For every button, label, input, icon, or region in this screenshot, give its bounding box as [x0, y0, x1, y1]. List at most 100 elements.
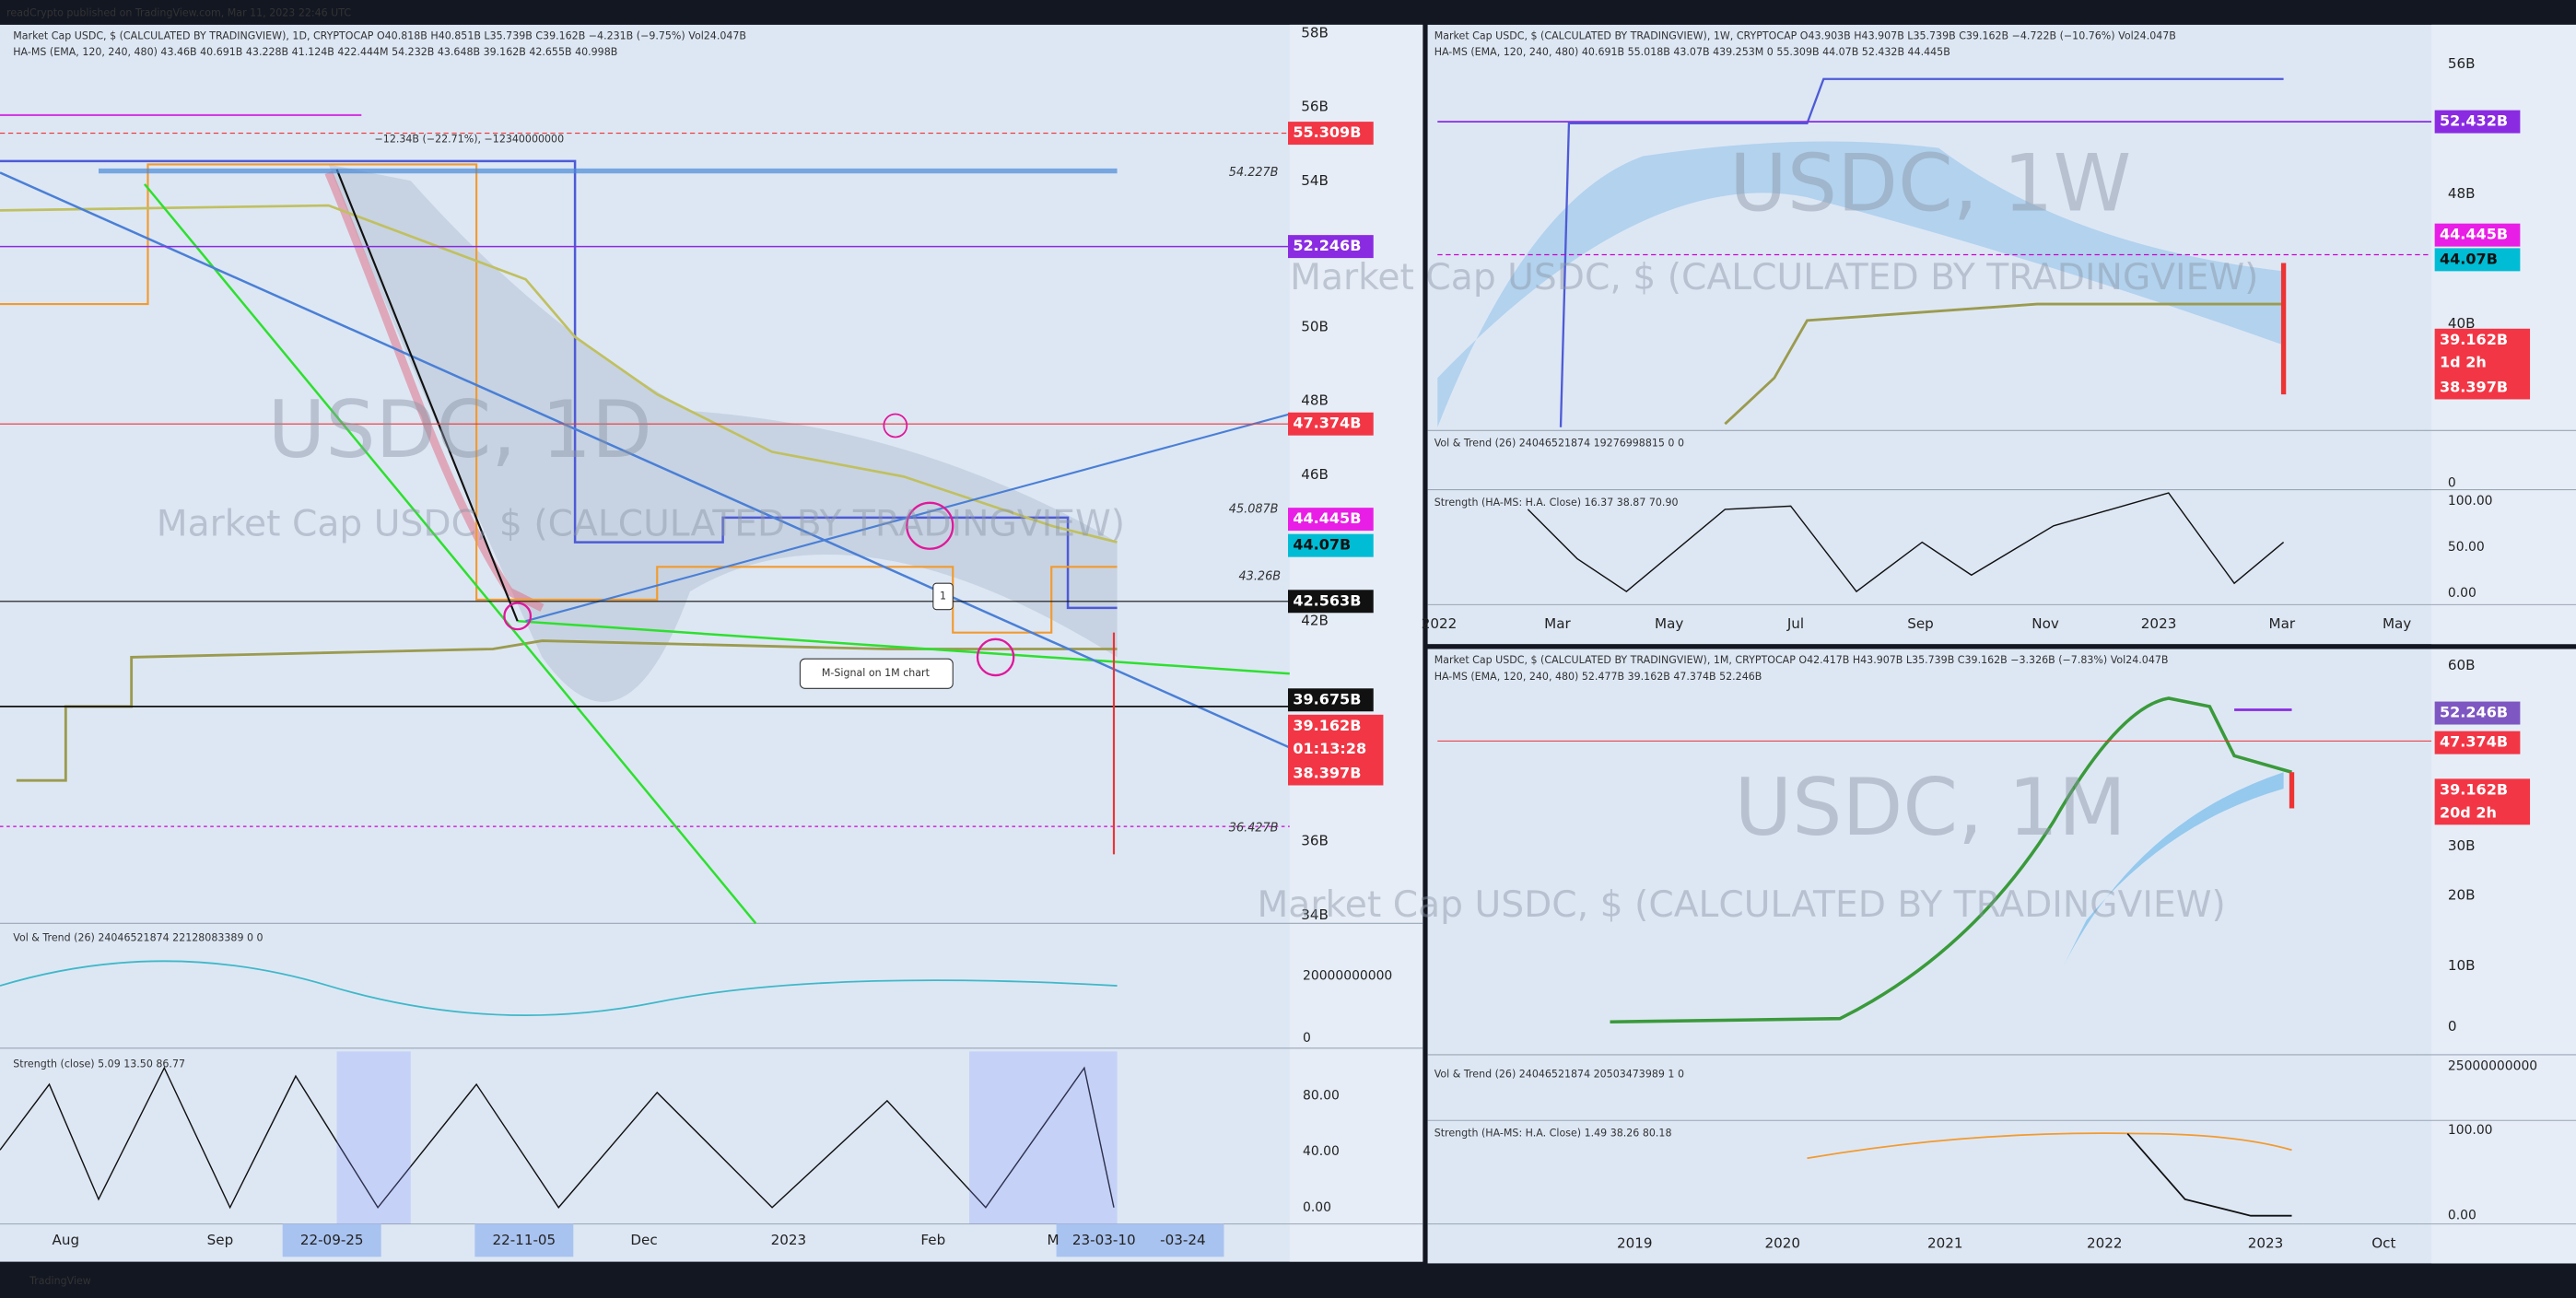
price-tag: 44.07B — [1293, 536, 1351, 554]
volume-axis-label: 20000000000 — [1303, 968, 1392, 983]
time-axis-label: Oct — [2371, 1235, 2395, 1252]
time-axis-label: 2023 — [771, 1232, 807, 1248]
watermark: Market Cap USDC, $ (CALCULATED BY TRADIN… — [1257, 884, 2225, 926]
time-axis-label: 2022 — [2087, 1235, 2123, 1252]
price-tag-bg — [1288, 590, 1374, 614]
time-axis-label: 23-03-10 — [1072, 1232, 1136, 1248]
last-price-bg — [2434, 778, 2531, 825]
strength-axis-label: 80.00 — [1303, 1089, 1340, 1104]
header-title: readCrypto published on TradingView.com,… — [6, 6, 351, 18]
strength-axis-label: 0.00 — [1303, 1200, 1331, 1215]
price-tag: 44.07B — [2440, 250, 2498, 267]
annotation: 43.26B — [1239, 570, 1282, 584]
price-tag-bg — [1288, 412, 1374, 436]
time-axis-label: Mar — [1544, 615, 1571, 632]
price-tag-bg — [1288, 533, 1374, 557]
annotation: 1 — [940, 590, 946, 602]
price-tag: 42.563B — [1293, 591, 1361, 609]
time-axis-label: 22-11-05 — [492, 1232, 556, 1248]
strength-axis-label: 40.00 — [1303, 1144, 1340, 1159]
price-tag-bg — [2434, 731, 2521, 754]
price-axis-label: 50B — [1301, 319, 1329, 335]
price-axis-label: 54B — [1301, 172, 1329, 189]
time-axis-label: Sep — [207, 1232, 234, 1248]
volume-legend: Vol & Trend (26) 24046521874 19276998815… — [1434, 438, 1684, 450]
price-axis-label: 40B — [2448, 315, 2476, 332]
price-axis-label: 34B — [1301, 906, 1329, 923]
strength-axis-label: 100.00 — [2448, 494, 2493, 509]
right-top-drawings — [1437, 77, 2432, 593]
strength-axis-label: 0.00 — [2448, 1209, 2476, 1223]
price-tag: 52.432B — [2440, 112, 2508, 130]
time-highlight — [474, 1223, 574, 1257]
price-axis-label: 0 — [2448, 1018, 2457, 1035]
price-tag-bg — [2434, 248, 2521, 272]
time-highlight — [282, 1223, 381, 1257]
legend-line: HA-MS (EMA, 120, 240, 480) 52.477B 39.16… — [1434, 671, 1762, 683]
last-price-label: 1d 2h — [2440, 354, 2487, 371]
time-axis-label: Sep — [1907, 615, 1934, 632]
pane-separators — [0, 429, 2576, 1225]
time-axis-label: May — [2383, 615, 2411, 632]
volume-legend: Vol & Trend (26) 24046521874 22128083389… — [13, 931, 263, 943]
time-highlight — [1056, 1223, 1224, 1257]
legend-line: Market Cap USDC, $ (CALCULATED BY TRADIN… — [1434, 29, 2176, 41]
strength-legend: Strength (HA-MS: H.A. Close) 16.37 38.87… — [1434, 497, 1679, 509]
note-box — [932, 582, 954, 611]
left-panel — [0, 24, 1423, 1262]
price-axis-label: 36B — [1301, 833, 1329, 849]
time-axis-label: Mar — [2269, 615, 2296, 632]
volume-legend: Vol & Trend (26) 24046521874 20503473989… — [1434, 1068, 1684, 1080]
price-axis-label: 20B — [2448, 886, 2476, 903]
time-axis-label: Aug — [53, 1232, 80, 1248]
time-axis-label: -03-24 — [1160, 1232, 1205, 1248]
time-axis-label: May — [1655, 615, 1683, 632]
watermark: Market Cap USDC, $ (CALCULATED BY TRADIN… — [157, 503, 1125, 544]
price-tag-bg — [1288, 235, 1374, 259]
watermark: USDC, 1W — [1729, 139, 2131, 230]
time-axis-label: 2023 — [2141, 615, 2177, 632]
price-tag-bg — [2434, 110, 2521, 134]
right-bottom-drawings — [1437, 696, 2432, 1217]
footer-brand: TradingView — [29, 1275, 91, 1287]
watermark: USDC, 1D — [268, 385, 652, 476]
annotation: 36.427B — [1229, 821, 1279, 835]
time-axis-label: 2020 — [1764, 1235, 1800, 1252]
strength-axis-label: 0.00 — [2448, 586, 2476, 601]
right-bottom-panel — [1427, 649, 2576, 1264]
annotation: M-Signal on 1M chart — [822, 667, 931, 679]
price-tag: 52.246B — [2440, 704, 2508, 721]
left-price-axis — [1289, 24, 1423, 1262]
time-axis-label: Jul — [1786, 615, 1804, 632]
price-tag-bg — [1288, 122, 1374, 146]
last-price-label: 39.162B — [2440, 331, 2508, 348]
time-axis-label: 22-09-25 — [300, 1232, 364, 1248]
price-tag: 55.309B — [1293, 123, 1361, 141]
last-price-label: 39.162B — [2440, 780, 2508, 798]
time-axis-label: 2022 — [1422, 615, 1458, 632]
time-axis-label: M — [1047, 1232, 1059, 1248]
price-axis-label: 56B — [2448, 55, 2476, 72]
legend-line: Market Cap USDC, $ (CALCULATED BY TRADIN… — [1434, 654, 2169, 666]
right-top-panel — [1427, 24, 2576, 645]
volume-axis-label: 0 — [1303, 1031, 1311, 1046]
price-axis-label: 46B — [1301, 466, 1329, 483]
legend-line: HA-MS (EMA, 120, 240, 480) 40.691B 55.01… — [1434, 46, 1950, 58]
price-tag: 44.445B — [1293, 509, 1361, 527]
price-tag-bg — [1288, 508, 1374, 532]
strength-axis-label: 100.00 — [2448, 1123, 2493, 1138]
annotation: 45.087B — [1229, 502, 1279, 516]
time-axis-label: 2019 — [1617, 1235, 1653, 1252]
time-axis-label: Nov — [2032, 615, 2059, 632]
price-axis-label: 48B — [1301, 392, 1329, 409]
annotation: −12.34B (−22.71%), −12340000000 — [375, 134, 565, 146]
price-axis-label: 10B — [2448, 957, 2476, 974]
strength-legend: Strength (HA-MS: H.A. Close) 1.49 38.26 … — [1434, 1128, 1672, 1140]
annotation: 54.227B — [1229, 166, 1279, 180]
price-axis-label: 30B — [2448, 837, 2476, 854]
price-tag: 44.445B — [2440, 226, 2508, 243]
price-axis-label: 42B — [1301, 613, 1329, 629]
price-tag: 39.675B — [1293, 690, 1361, 707]
